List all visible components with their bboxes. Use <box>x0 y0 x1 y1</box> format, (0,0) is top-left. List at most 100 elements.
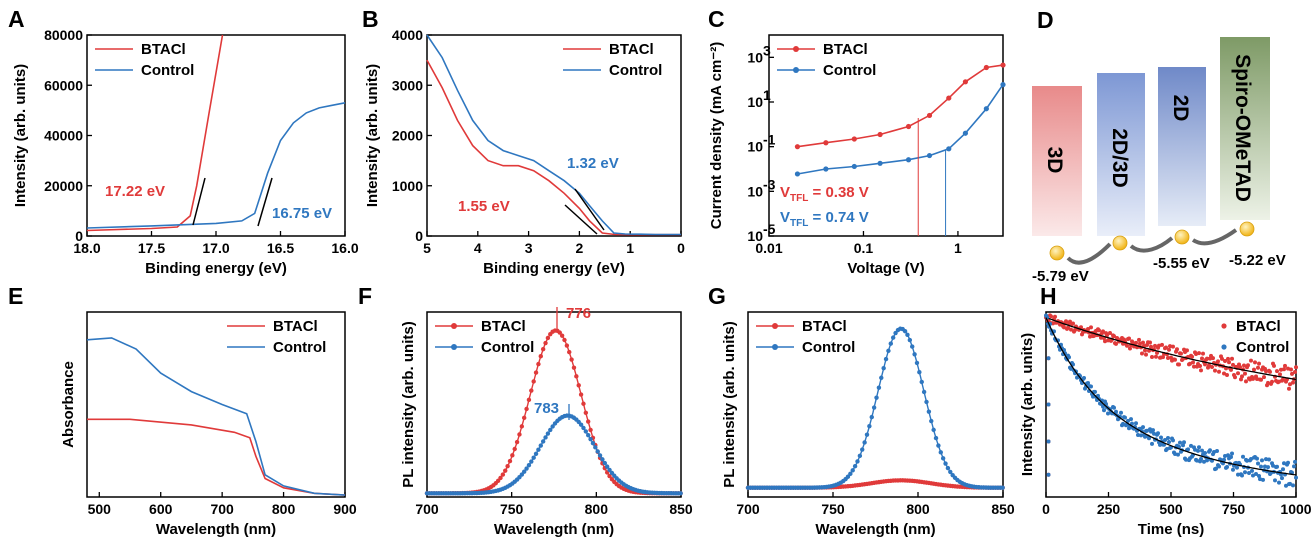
x-tick-label: 5 <box>423 240 431 256</box>
annotation-btacl: 17.22 eV <box>105 183 165 200</box>
series-control-point <box>548 427 553 433</box>
series-control-point <box>1284 483 1288 488</box>
panel-d-energy-diagram: D 3D 2D/3D 2D Spiro-OMeTAD -5.79 eV -5.5… <box>1032 7 1286 285</box>
series-btacl-point <box>574 374 579 379</box>
x-tick-label: 800 <box>272 501 296 517</box>
series-control-point <box>851 163 857 170</box>
series-btacl-point <box>1242 363 1246 368</box>
panel-label-d: D <box>1037 7 1054 33</box>
legend-label: BTACl <box>481 318 526 335</box>
series-control-point <box>1166 435 1170 440</box>
series-control-point <box>1123 415 1127 420</box>
series-control-point <box>1263 464 1267 469</box>
series-btacl-point <box>1144 352 1148 357</box>
series-control-point <box>946 146 952 152</box>
x-tick-label: 800 <box>585 501 609 517</box>
series-btacl-point <box>1210 364 1214 369</box>
series-btacl-point <box>578 392 584 397</box>
series-control-point <box>886 348 891 354</box>
series-control-point <box>823 166 829 172</box>
series-btacl-point <box>1071 321 1075 326</box>
annotation-control: 16.75 eV <box>272 205 332 222</box>
series-btacl-point <box>1200 356 1204 361</box>
vtfl-label-control: VTFL = 0.74 V <box>780 209 869 229</box>
series-control-point <box>1222 457 1226 462</box>
x-tick-label: 2 <box>576 240 584 256</box>
series-btacl-point <box>1220 356 1224 361</box>
x-tick-label: 250 <box>1097 501 1121 517</box>
series-btacl-point <box>1177 362 1181 367</box>
series-btacl-point <box>1064 319 1068 324</box>
series-control-point <box>543 435 548 440</box>
series-btacl-point <box>1283 363 1287 368</box>
x-axis-label: Binding energy (eV) <box>145 260 287 277</box>
series-btacl-point <box>1257 361 1261 366</box>
layer-2d3d-bar <box>1097 73 1145 236</box>
y-tick-label: 0 <box>75 228 83 244</box>
series-control-point <box>1069 366 1073 371</box>
series-btacl-point <box>1256 365 1260 370</box>
series-btacl-point <box>543 340 548 346</box>
peak-label-control: 783 <box>534 400 559 417</box>
series-btacl-point <box>510 453 515 458</box>
panel-label-a: A <box>8 6 25 32</box>
series-control-point <box>1236 472 1240 477</box>
series-btacl-fit-line <box>1045 316 1297 381</box>
legend-label: Control <box>802 339 855 356</box>
series-btacl-point <box>1246 363 1250 368</box>
y-tick-exponent: -5 <box>763 221 776 237</box>
series-btacl-point <box>1253 360 1257 365</box>
series-control-point <box>1171 438 1175 443</box>
y-tick-exponent: -3 <box>763 176 776 192</box>
panel-label-b: B <box>362 6 379 32</box>
series-btacl-point <box>1069 327 1073 332</box>
series-btacl-point <box>1171 344 1175 349</box>
series-control-point <box>1271 463 1275 468</box>
series-control-point <box>1196 448 1200 453</box>
series-btacl-point <box>583 410 589 415</box>
series-control-point <box>1231 467 1235 472</box>
series-control-point <box>1178 440 1182 445</box>
series-control-point <box>1130 421 1134 426</box>
series-btacl-point <box>1205 356 1209 361</box>
series-control-point <box>1141 425 1145 430</box>
series-control-point <box>879 375 884 380</box>
series-btacl-point <box>1160 342 1164 347</box>
series-control-point <box>1129 417 1133 422</box>
x-tick-label: 800 <box>906 501 930 517</box>
y-tick-label: 80000 <box>44 27 83 43</box>
x-tick-label: 17.5 <box>138 240 165 256</box>
series-btacl-point <box>519 424 525 429</box>
series-btacl-point <box>567 349 572 355</box>
series-control-point <box>1229 454 1233 459</box>
series-control-point <box>1257 473 1261 478</box>
series-control-point <box>869 414 874 420</box>
series-control-point <box>1093 389 1097 394</box>
legend-label: BTACl <box>273 318 318 335</box>
series-control-point <box>593 445 598 450</box>
series-btacl-point <box>1149 344 1153 349</box>
series-control-point <box>1200 448 1204 453</box>
legend-marker <box>793 67 799 73</box>
series-btacl-point <box>1128 346 1132 351</box>
series-btacl-point <box>536 361 541 367</box>
series-btacl-point <box>498 475 503 481</box>
series-control-point <box>871 405 877 410</box>
series-control-point <box>540 439 546 444</box>
series-btacl-point <box>524 406 529 412</box>
series-control-point <box>862 440 867 445</box>
series-btacl-point <box>557 330 562 335</box>
series-control-point <box>1126 418 1130 423</box>
series-btacl-point <box>1161 355 1165 360</box>
x-tick-label: 900 <box>333 501 357 517</box>
series-control-point <box>1273 478 1277 483</box>
series-btacl-point <box>1291 380 1295 385</box>
panel-label-e: E <box>8 283 23 309</box>
x-tick-label: 0 <box>1042 501 1050 517</box>
legend-label: BTACl <box>1236 318 1281 335</box>
x-axis-label: Wavelength (nm) <box>494 521 614 538</box>
series-btacl-point <box>1099 335 1103 340</box>
series-btacl-point <box>794 144 801 150</box>
series-control-point <box>919 379 924 385</box>
y-tick-label: 10 <box>747 139 763 155</box>
